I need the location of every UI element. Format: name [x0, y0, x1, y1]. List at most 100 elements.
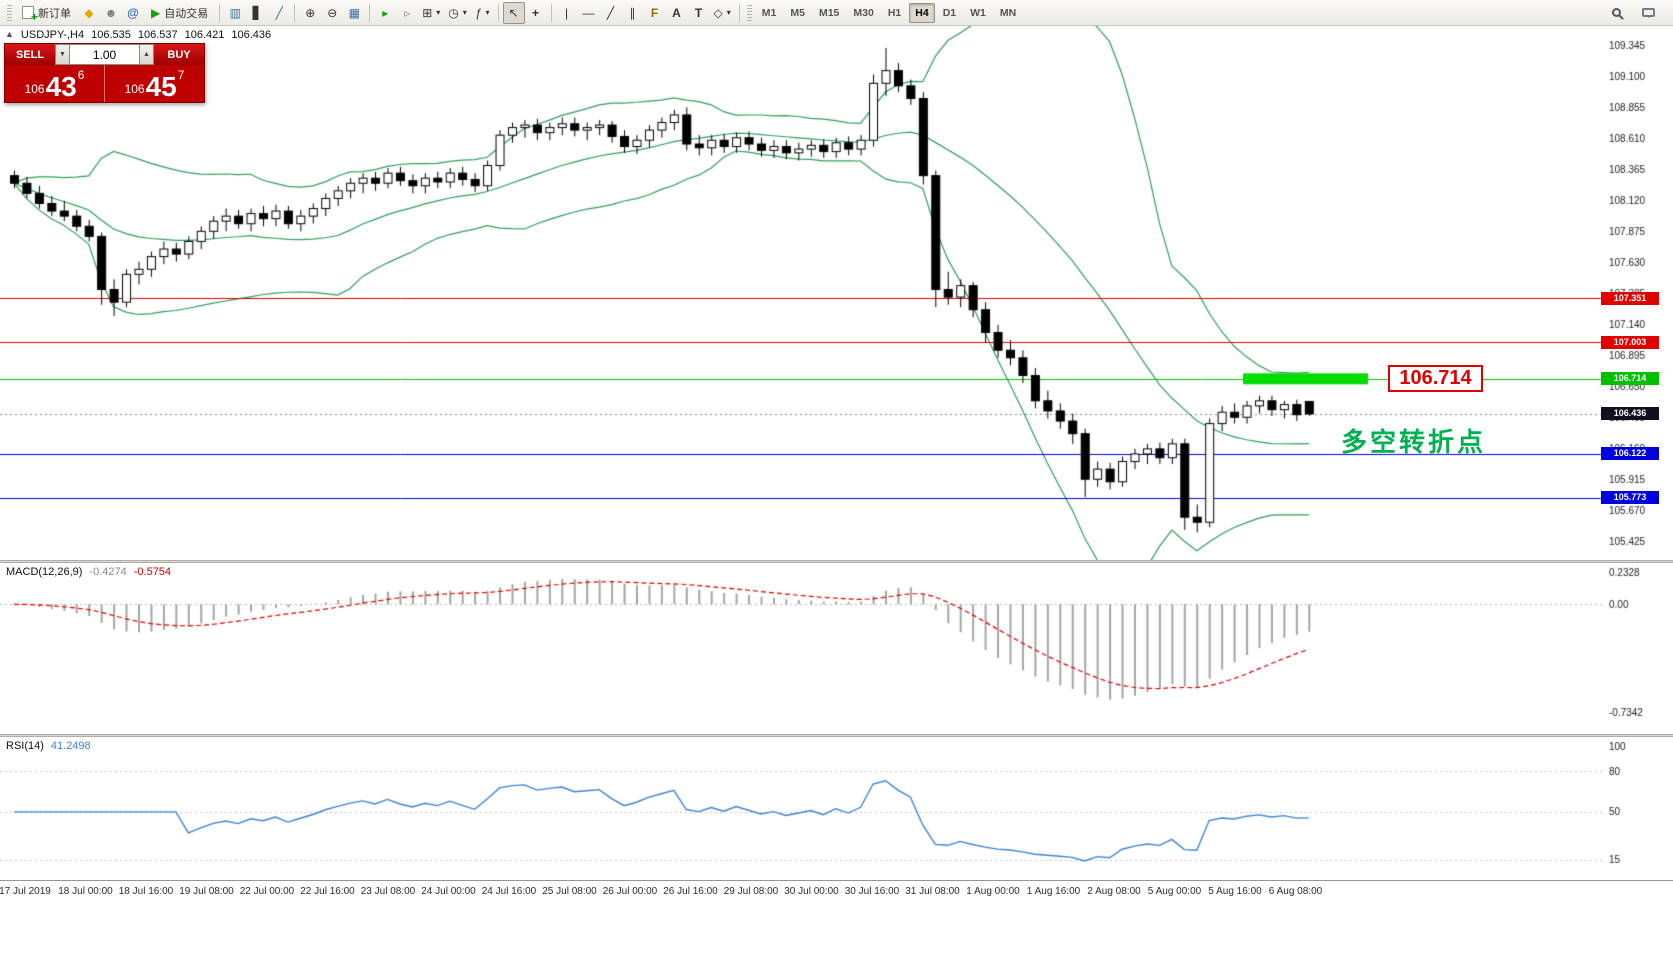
panel-splitter[interactable] [0, 560, 1673, 563]
fibonacci-icon: F [650, 5, 659, 20]
ohlc-close: 106.436 [231, 29, 272, 41]
shapes-button[interactable]: ◇ ▾ [710, 2, 735, 24]
line-chart-button[interactable]: ╱ [268, 2, 290, 24]
grid-icon: ⊞ [422, 5, 433, 20]
new-order-label: 新订单 [38, 7, 71, 20]
period-clock-button[interactable]: ◷ ▾ [444, 2, 471, 24]
text-tool-icon: A [672, 5, 681, 20]
vertical-line-button[interactable]: | [556, 2, 578, 24]
cursor-button[interactable]: ↖ [502, 1, 525, 24]
time-axis-label: 17 Jul 2019 [0, 886, 51, 897]
trendline-button[interactable]: ╱ [600, 2, 622, 24]
one-click-trading-panel: SELL ▼ 1.00 ▲ BUY 106 43 6 106 45 7 [4, 43, 205, 103]
zoom-in-icon: ⊕ [305, 5, 316, 20]
metaeditor-button[interactable]: ◆ [78, 2, 100, 24]
highlight-price-box[interactable]: 106.714 [1388, 365, 1483, 392]
timeframe-button-m15[interactable]: M15 [818, 6, 840, 19]
candlestick-chart-button[interactable]: ▋ [246, 2, 268, 24]
label-tool-button[interactable]: T [688, 2, 710, 24]
text-tool-button[interactable]: A [666, 2, 688, 24]
new-order-icon: + [22, 6, 38, 23]
time-axis-label: 18 Jul 16:00 [118, 886, 174, 897]
timeframe-button-h1[interactable]: H1 [887, 6, 902, 19]
bar-chart-button[interactable]: ▥ [224, 2, 246, 24]
time-axis-label: 29 Jul 08:00 [723, 886, 779, 897]
ohlc-high: 106.537 [137, 29, 178, 41]
time-axis-label: 26 Jul 16:00 [663, 886, 718, 897]
profile-button[interactable]: ☻ [100, 2, 122, 24]
price-line-tag: 105.773 [1601, 491, 1659, 505]
new-order-button[interactable]: + 新订单 [15, 2, 78, 24]
macd-signal-value: -0.5754 [133, 566, 172, 578]
chart-settings-button[interactable]: ⊞ ▾ [418, 2, 444, 24]
timeframe-button-mn[interactable]: MN [999, 6, 1017, 19]
buy-price-big: 45 [145, 71, 177, 103]
turning-point-annotation: 多空转折点 [1341, 427, 1487, 457]
rsi-label-row: RSI(14) 41.2498 [6, 740, 91, 752]
chevron-down-icon: ▾ [462, 7, 467, 17]
main-toolbar: + 新订单 ◆ ☻ @ ▶ 自动交易 ▥ ▋ ╱ ⊕ ⊖ ▦ ▸ ▹ ⊞ ▾ ◷ ▾… [0, 0, 1673, 26]
macd-panel: MACD(12,26,9) -0.4274 -0.5754 [0, 563, 1673, 734]
crosshair-button[interactable]: + [525, 2, 547, 24]
community-button[interactable]: @ [122, 2, 144, 24]
rsi-value: 41.2498 [50, 740, 91, 752]
tile-windows-button[interactable]: ▦ [343, 2, 365, 24]
timeframe-button-m1[interactable]: M1 [761, 6, 777, 19]
timeframe-button-m30[interactable]: M30 [853, 6, 874, 19]
volume-input[interactable]: 1.00 [70, 44, 139, 65]
collapse-panel-icon[interactable]: ▲ [5, 29, 14, 39]
sell-price-big: 43 [45, 71, 77, 103]
autotrading-label: 自动交易 [164, 7, 209, 20]
time-axis-label: 24 Jul 16:00 [481, 886, 537, 897]
autotrading-button[interactable]: ▶ 自动交易 [144, 2, 215, 24]
sell-price-prefix: 106 [24, 82, 45, 96]
autotrading-play-icon: ▶ [151, 5, 161, 20]
buy-price-sup: 7 [177, 68, 185, 82]
price-line-tag: 106.122 [1601, 447, 1659, 461]
toolbar-grip[interactable] [746, 4, 752, 21]
volume-down-button[interactable]: ▼ [55, 44, 70, 65]
timeframe-button-d1[interactable]: D1 [942, 6, 957, 19]
panel-splitter[interactable] [0, 734, 1673, 737]
time-axis-label: 19 Jul 08:00 [179, 886, 234, 897]
indicators-button[interactable]: ƒ ▾ [471, 2, 494, 24]
fibonacci-button[interactable]: F [644, 2, 666, 24]
time-axis[interactable]: 17 Jul 2019 18 Jul 00:00 18 Jul 16:00 19 Ju… [0, 880, 1673, 953]
line-chart-icon: ╱ [275, 5, 283, 20]
price-chart-canvas[interactable] [0, 26, 1673, 560]
channel-button[interactable]: ∥ [622, 2, 644, 24]
timeframe-button-w1[interactable]: W1 [970, 6, 986, 19]
sell-button[interactable]: SELL [5, 44, 55, 65]
chart-shift-button[interactable]: ▹ [396, 2, 418, 24]
timeframe-button-m5[interactable]: M5 [790, 6, 805, 19]
sell-price[interactable]: 106 43 6 [5, 65, 104, 102]
volume-up-button[interactable]: ▲ [139, 44, 154, 65]
toolbar-grip[interactable] [7, 4, 12, 21]
chevron-down-icon: ▾ [726, 7, 731, 17]
zoom-out-button[interactable]: ⊖ [321, 2, 343, 24]
macd-canvas[interactable] [0, 563, 1673, 734]
chat-button[interactable] [1637, 2, 1659, 24]
macd-name: MACD(12,26,9) [6, 566, 83, 578]
time-axis-label: 18 Jul 00:00 [58, 886, 113, 897]
time-axis-label: 31 Jul 08:00 [905, 886, 960, 897]
rsi-canvas[interactable] [0, 737, 1673, 880]
sell-price-sup: 6 [77, 68, 85, 82]
chart-window: ▲ USDJPY-,H4 106.535 106.537 106.421 106… [0, 26, 1673, 953]
time-axis-label: 6 Aug 08:00 [1268, 886, 1323, 897]
shapes-icon: ◇ [713, 5, 723, 20]
community-icon: @ [127, 5, 139, 20]
buy-button[interactable]: BUY [154, 44, 204, 65]
buy-price[interactable]: 106 45 7 [104, 65, 204, 102]
zoom-in-button[interactable]: ⊕ [299, 2, 321, 24]
timeframe-button-h4[interactable]: H4 [909, 2, 935, 23]
search-button[interactable] [1605, 2, 1627, 24]
price-line-tag: 106.714 [1601, 372, 1659, 386]
horizontal-line-button[interactable]: — [578, 2, 600, 24]
rsi-name: RSI(14) [6, 740, 44, 752]
time-axis-label: 1 Aug 00:00 [966, 886, 1020, 897]
auto-scroll-button[interactable]: ▸ [374, 2, 396, 24]
clock-icon: ◷ [448, 5, 459, 20]
rsi-panel: RSI(14) 41.2498 [0, 737, 1673, 880]
